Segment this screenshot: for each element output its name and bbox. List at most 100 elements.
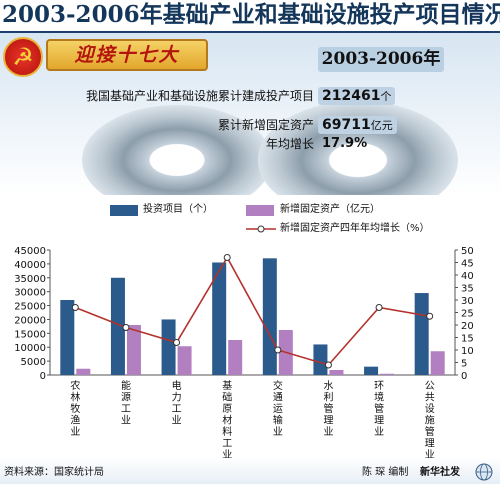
growth-point — [223, 254, 231, 261]
left-tick-label: 45000 — [14, 246, 46, 257]
category-label-char: 基 — [222, 379, 232, 392]
right-tick-label: 25 — [461, 309, 474, 320]
bar-investment — [364, 366, 379, 375]
left-tick-label: 40000 — [14, 260, 46, 271]
stat-projects-unit: 个 — [380, 90, 392, 103]
bar-fixed-assets — [380, 373, 395, 375]
legend-swatch-investment — [110, 205, 138, 216]
right-tick-label: 0 — [461, 371, 467, 382]
stat-assets-unit: 亿元 — [370, 119, 393, 132]
category-label-char: 输 — [273, 414, 283, 427]
decorative-disc-left — [82, 105, 272, 195]
party-emblem-icon: ☭ — [3, 37, 43, 77]
legend-swatch-fixed-assets — [246, 205, 274, 216]
growth-point — [274, 346, 282, 354]
stat-assets-label: 累计新增固定资产 — [217, 118, 314, 132]
bar-fixed-assets — [76, 368, 91, 375]
category-label-char: 设 — [425, 403, 435, 415]
category-label-char: 力 — [172, 391, 182, 404]
category-label-char: 管 — [323, 402, 333, 415]
right-tick-label: 30 — [461, 296, 474, 307]
category-label-char: 工 — [222, 439, 232, 450]
growth-point — [173, 339, 181, 346]
left-tick-label: 25000 — [14, 302, 46, 313]
category-label-char: 业 — [425, 449, 435, 461]
title-rule — [0, 31, 500, 33]
stat-growth-label: 年均增长 — [265, 137, 314, 151]
category-label-char: 运 — [273, 403, 283, 415]
left-tick-label: 35000 — [14, 274, 46, 285]
category-label-char: 能 — [121, 379, 131, 392]
growth-point — [122, 324, 130, 331]
category-label-char: 施 — [425, 414, 435, 427]
footer-agency: 新华社发 — [420, 467, 460, 478]
bar-investment — [414, 293, 429, 375]
legend-label-fixed-assets: 新增固定资产（亿元） — [280, 204, 380, 215]
category-label-char: 业 — [172, 415, 182, 427]
category-label-char: 交 — [273, 379, 283, 392]
footer-source: 资料来源：国家统计局 — [4, 467, 104, 478]
bar-fixed-assets — [329, 370, 344, 375]
bar-investment — [212, 262, 227, 375]
category-label-char: 业 — [374, 426, 384, 438]
category-label-char: 农 — [70, 379, 80, 392]
stat-projects-value: 212461个 — [318, 87, 396, 105]
category-label-char: 业 — [323, 426, 333, 438]
stat-assets-value: 69711亿元 — [318, 116, 397, 134]
category-label-char: 通 — [273, 392, 283, 404]
category-label-char: 工 — [172, 404, 182, 415]
bar-fixed-assets — [177, 346, 192, 375]
left-tick-label: 20000 — [14, 315, 46, 326]
left-tick-label: 10000 — [14, 343, 46, 354]
growth-point — [426, 312, 434, 320]
category-label-char: 境 — [374, 391, 384, 404]
stat-growth-value: 17.9% — [322, 136, 368, 151]
category-label-char: 管 — [425, 425, 435, 438]
legend-line-growth — [246, 225, 276, 233]
category-label-char: 环 — [374, 381, 384, 392]
stat-projects-number: 212461 — [322, 88, 381, 104]
left-tick-label: 15000 — [14, 329, 46, 340]
right-tick-label: 45 — [461, 259, 474, 270]
right-tick-label: 10 — [461, 346, 474, 357]
category-label-char: 电 — [172, 379, 182, 392]
category-label-char: 理 — [425, 438, 435, 450]
category-label-char: 渔 — [70, 415, 80, 427]
right-tick-label: 35 — [461, 284, 474, 295]
category-label-char: 牧 — [70, 402, 80, 415]
category-label-char: 业 — [273, 426, 283, 438]
slogan-ribbon: 迎接十七大 — [46, 39, 208, 71]
category-label-char: 源 — [121, 391, 131, 404]
category-label-char: 工 — [121, 404, 131, 415]
bar-investment — [262, 258, 277, 375]
growth-point — [71, 304, 79, 311]
category-label-char: 公 — [425, 381, 435, 392]
category-label-char: 料 — [222, 425, 232, 438]
stat-projects-label: 我国基础产业和基础设施累计建成投产项目 — [85, 89, 314, 103]
category-label-char: 业 — [121, 415, 131, 427]
right-tick-label: 40 — [461, 271, 474, 282]
legend-label-investment: 投资项目（个） — [143, 204, 213, 215]
right-tick-label: 50 — [461, 246, 474, 257]
category-label-char: 理 — [323, 415, 333, 427]
right-tick-label: 5 — [461, 359, 467, 370]
growth-line — [75, 255, 430, 366]
bar-fixed-assets — [228, 340, 243, 375]
right-tick-label: 20 — [461, 321, 474, 332]
category-label-char: 原 — [222, 403, 232, 415]
category-label-char: 业 — [222, 449, 232, 461]
bar-investment — [313, 344, 328, 375]
footer-editor: 陈 琛 编制 — [362, 467, 409, 478]
bar-fixed-assets — [430, 351, 445, 375]
category-label-char: 管 — [374, 402, 384, 415]
stat-assets-number: 69711 — [322, 117, 371, 133]
category-label-char: 础 — [222, 392, 232, 404]
left-tick-label: 0 — [40, 371, 46, 382]
category-label-char: 共 — [425, 392, 435, 404]
xinhua-globe-icon — [475, 463, 493, 481]
footer-band — [0, 458, 500, 484]
category-label-char: 利 — [323, 392, 333, 404]
bar-investment — [110, 277, 125, 375]
right-tick-label: 15 — [461, 334, 474, 345]
